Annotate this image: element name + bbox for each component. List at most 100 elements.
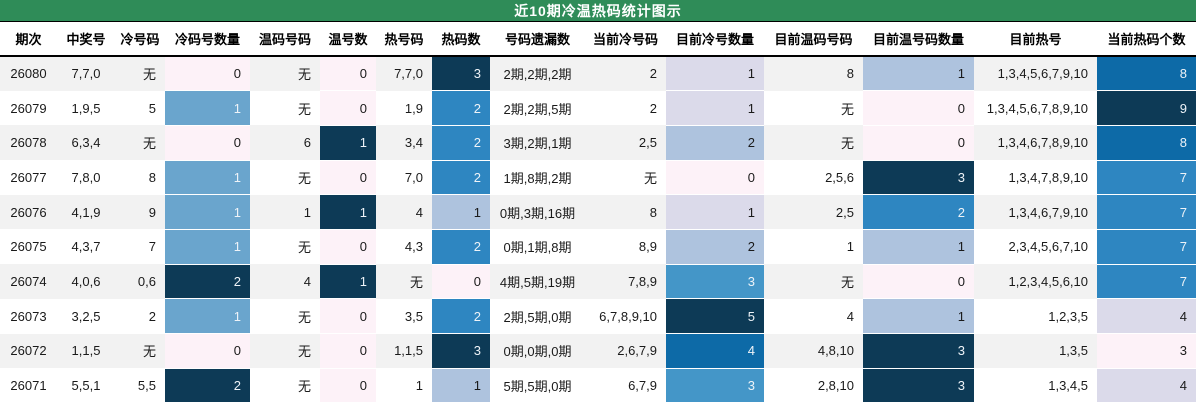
cell-warm-numbers: 无: [297, 67, 311, 83]
cell-current-warm-count: 3: [863, 368, 974, 404]
cell-period: 26076: [10, 204, 47, 220]
cell-current-cold-numbers: 2,6,7,9: [617, 343, 657, 359]
cell-warm-count: 0: [320, 333, 376, 369]
cell-current-cold-count: 0: [666, 160, 764, 196]
cell-current-warm-numbers: 无: [840, 274, 854, 290]
cell-hot-count: 0: [432, 264, 490, 300]
column-header-cold-numbers: 冷号码: [115, 22, 165, 57]
cell-current-hot-numbers: 1,3,4,5,6,7,8,9,10: [986, 100, 1088, 116]
cell-period: 26075: [10, 239, 47, 255]
cell-current-warm-count: 1: [863, 56, 974, 92]
cell-current-hot-numbers: 1,3,4,6,7,8,9,10: [997, 135, 1088, 151]
cell-hot-count: 2: [432, 125, 490, 161]
cell-warm-count: 0: [320, 160, 376, 196]
cell-hot-count: 2: [432, 160, 490, 196]
cell-current-cold-count: 3: [666, 264, 764, 300]
cell-cold-count: 0: [165, 56, 250, 92]
cell-period: 26071: [10, 378, 47, 394]
cell-cold-count: 1: [165, 194, 250, 230]
cell-current-hot-count: 3: [1097, 333, 1196, 369]
cell-cold-count: 2: [165, 368, 250, 404]
cell-warm-numbers: 无: [297, 101, 311, 117]
cell-cold-count: 1: [165, 160, 250, 196]
cell-current-warm-numbers: 无: [840, 101, 854, 117]
cell-current-warm-numbers: 2,5: [835, 204, 854, 220]
cell-hot-numbers: 1,9: [404, 100, 423, 116]
cell-cold-count: 1: [165, 298, 250, 334]
cell-hot-numbers: 4,3: [404, 239, 423, 255]
column-header-period: 期次: [0, 22, 57, 57]
cell-winning-numbers: 4,3,7: [71, 239, 101, 255]
column-header-current-cold-count: 目前冷号数量: [666, 22, 764, 57]
cell-period: 26072: [10, 343, 47, 359]
cell-current-cold-numbers: 6,7,9: [628, 378, 657, 394]
cell-period: 26080: [10, 66, 47, 82]
cell-cold-count: 0: [165, 333, 250, 369]
cell-current-warm-count: 3: [863, 333, 974, 369]
cell-current-warm-numbers: 8: [846, 66, 854, 82]
cell-winning-numbers: 7,8,0: [71, 169, 101, 185]
cell-omission: 1期,8期,2期: [503, 170, 572, 186]
cell-current-cold-count: 1: [666, 56, 764, 92]
cell-warm-count: 0: [320, 368, 376, 404]
cell-omission: 0期,1期,8期: [503, 240, 572, 256]
cell-warm-count: 1: [320, 264, 376, 300]
cell-current-cold-numbers: 无: [643, 170, 657, 186]
cell-warm-numbers: 无: [297, 240, 311, 256]
table-row: 26080 7,7,0 无 0 无 0 7,7,0 3 2期,2期,2期 2 1 8 1 1,3,4,5,…: [0, 56, 1196, 92]
cell-current-warm-numbers: 1: [846, 239, 854, 255]
cell-current-warm-count: 2: [863, 194, 974, 230]
cell-current-cold-count: 2: [666, 125, 764, 161]
cell-warm-count: 1: [320, 125, 376, 161]
cell-warm-numbers: 无: [297, 170, 311, 186]
page-title: 近10期冷温热码统计图示: [514, 2, 682, 19]
cell-current-cold-numbers: 8: [649, 204, 657, 220]
cell-period: 26073: [10, 308, 47, 324]
cell-current-cold-count: 5: [666, 298, 764, 334]
cell-current-warm-numbers: 4: [846, 308, 854, 324]
cell-omission: 0期,0期,0期: [503, 344, 572, 360]
column-header-current-hot-numbers: 目前热号: [974, 22, 1097, 57]
cell-current-cold-count: 1: [666, 90, 764, 126]
cell-cold-numbers: 无: [142, 67, 156, 83]
cell-omission: 4期,5期,19期: [499, 274, 576, 290]
cell-current-hot-count: 8: [1097, 56, 1196, 92]
cell-current-warm-count: 0: [863, 90, 974, 126]
cell-hot-count: 3: [432, 56, 490, 92]
table-row: 26075 4,3,7 7 1 无 0 4,3 2 0期,1期,8期 8,9 2 1 1 2,3,4,5,…: [0, 229, 1196, 265]
column-header-hot-count: 热码数: [432, 22, 490, 57]
table-row: 26071 5,5,1 5,5 2 无 0 1 1 5期,5期,0期 6,7,9 3 2,8,10 3 1…: [0, 368, 1196, 404]
cell-hot-count: 1: [432, 194, 490, 230]
cell-period: 26077: [10, 169, 47, 185]
cell-cold-count: 2: [165, 264, 250, 300]
cell-current-cold-numbers: 2,5: [638, 135, 657, 151]
cell-current-hot-count: 7: [1097, 229, 1196, 265]
cell-winning-numbers: 7,7,0: [71, 66, 101, 82]
cell-current-hot-count: 9: [1097, 90, 1196, 126]
cell-period: 26079: [10, 100, 47, 116]
cell-current-warm-count: 0: [863, 264, 974, 300]
cell-current-cold-numbers: 8,9: [638, 239, 657, 255]
cell-winning-numbers: 4,1,9: [71, 204, 101, 220]
cell-hot-count: 1: [432, 368, 490, 404]
header-row: 期次 中奖号 冷号码 冷码号数量 温码号码 温号数 热号码 热码数 号码遗漏数 当前冷号码 目前冷号…: [0, 22, 1196, 57]
cell-hot-numbers: 1,1,5: [394, 343, 423, 359]
cell-period: 26078: [10, 135, 47, 151]
cell-current-warm-count: 1: [863, 298, 974, 334]
cell-current-hot-count: 7: [1097, 194, 1196, 230]
cell-cold-numbers: 8: [148, 169, 156, 185]
column-header-current-warm-count: 目前温号码数量: [863, 22, 974, 57]
cell-cold-numbers: 7: [148, 239, 156, 255]
cell-hot-count: 2: [432, 298, 490, 334]
cell-hot-numbers: 3,5: [404, 308, 423, 324]
cell-current-hot-count: 8: [1097, 125, 1196, 161]
cell-warm-count: 0: [320, 56, 376, 92]
cell-current-hot-numbers: 1,3,5: [1059, 343, 1088, 359]
cell-current-warm-numbers: 4,8,10: [817, 343, 854, 359]
cell-current-cold-count: 1: [666, 194, 764, 230]
cell-cold-numbers: 2: [148, 308, 156, 324]
cell-cold-numbers: 无: [142, 344, 156, 360]
table-row: 26073 3,2,5 2 1 无 0 3,5 2 2期,5期,0期 6,7,8,9,10 5 4 1 1…: [0, 298, 1196, 334]
cell-current-cold-count: 3: [666, 368, 764, 404]
cell-warm-count: 0: [320, 90, 376, 126]
